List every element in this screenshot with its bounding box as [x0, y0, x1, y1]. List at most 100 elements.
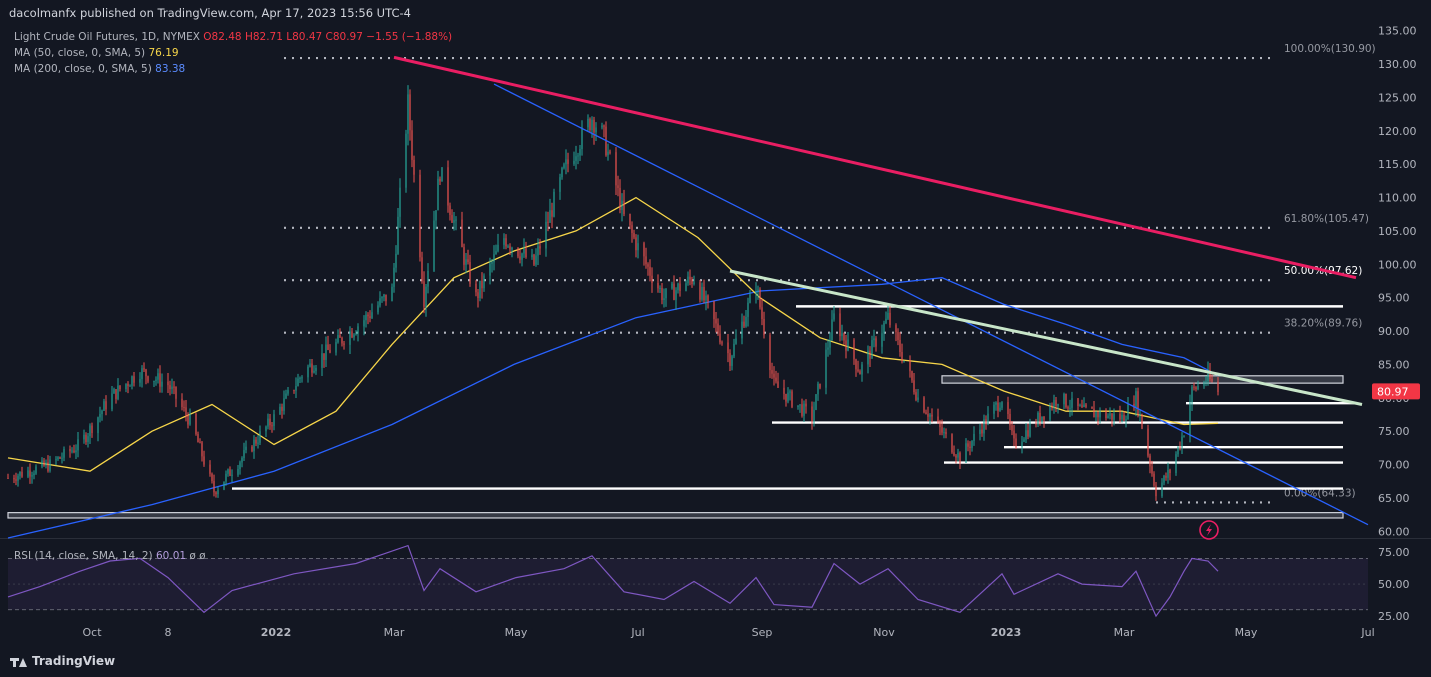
candle-body: [819, 383, 821, 388]
candle-body: [281, 406, 283, 411]
candle-body: [1207, 369, 1209, 382]
time-tick-label: Jul: [1360, 626, 1374, 639]
candle-body: [1141, 414, 1143, 429]
price-chart[interactable]: 60.0065.0070.0075.0080.0085.0090.0095.00…: [0, 0, 1431, 650]
candle-body: [747, 302, 749, 317]
ma50-line: [7, 196, 1219, 472]
candle-body: [615, 152, 617, 186]
candle-body: [1013, 430, 1015, 439]
candle-body: [405, 133, 407, 188]
last-price-label: 80.97: [1377, 385, 1409, 398]
candle-body: [815, 394, 817, 410]
candle-body: [799, 404, 801, 406]
candle-body: [483, 275, 485, 289]
ma200-legend[interactable]: MA (200, close, 0, SMA, 5) 83.38: [14, 63, 185, 75]
candle-body: [355, 333, 357, 335]
candle-body: [895, 325, 897, 333]
candle-body: [507, 246, 509, 248]
candle-body: [211, 473, 213, 481]
candle-body: [1023, 439, 1025, 442]
tradingview-brand: TradingView: [32, 654, 116, 668]
support-band: [7, 512, 1344, 519]
candle-body: [131, 376, 133, 386]
candle-body: [223, 481, 225, 490]
candle-body: [775, 377, 777, 382]
fib-level-label: 100.00%(130.90): [1284, 43, 1376, 55]
candle-body: [517, 247, 519, 257]
candle-body: [651, 275, 653, 284]
candle-body: [313, 370, 315, 373]
candle-body: [1051, 406, 1053, 409]
candle-body: [197, 434, 199, 443]
trendline-pink: [393, 55, 1357, 280]
candle-body: [379, 298, 381, 306]
candle-body: [1071, 398, 1073, 408]
candle-body: [1015, 438, 1017, 447]
ma200-value: 83.38: [155, 63, 186, 75]
candle-body: [687, 276, 689, 284]
candle-body: [565, 159, 567, 165]
candle-body: [873, 338, 875, 341]
candle-body: [83, 434, 85, 440]
candle-body: [153, 380, 155, 382]
candle-body: [427, 270, 429, 287]
candle-body: [1105, 411, 1107, 419]
candle-body: [75, 450, 77, 453]
price-tick-label: 65.00: [1378, 492, 1410, 505]
price-tick-label: 115.00: [1378, 158, 1417, 171]
candle-body: [33, 473, 35, 476]
candle-body: [931, 414, 933, 417]
candle-body: [1065, 393, 1067, 408]
candle-body: [1125, 419, 1127, 421]
candle-body: [1179, 446, 1181, 448]
candle-body: [663, 298, 665, 301]
candle-body: [367, 314, 369, 317]
candle-body: [381, 297, 383, 299]
candle-body: [839, 313, 841, 337]
candle-body: [1211, 379, 1213, 382]
candle-body: [521, 253, 523, 260]
candle-body: [241, 458, 243, 463]
trendline-blue: [493, 83, 1369, 526]
ma50-legend[interactable]: MA (50, close, 0, SMA, 5) 76.19: [14, 47, 179, 59]
candle-body: [743, 321, 745, 327]
candle-body: [511, 247, 513, 250]
candle-body: [637, 243, 639, 251]
fib-level-label: 0.00%(64.33): [1284, 487, 1356, 499]
candle-body: [195, 413, 197, 435]
lightning-icon: [1199, 520, 1219, 540]
candle-body: [1083, 404, 1085, 408]
candle-body: [7, 477, 9, 479]
candle-body: [295, 385, 297, 391]
publisher-text: dacolmanfx published on TradingView.com,…: [9, 6, 411, 20]
candle-body: [915, 392, 917, 400]
tradingview-logo[interactable]: TradingView: [10, 654, 115, 668]
candle-body: [1107, 415, 1109, 419]
price-tick-label: 130.00: [1378, 58, 1417, 71]
candle-body: [477, 292, 479, 299]
candle-body: [157, 373, 159, 380]
symbol-legend[interactable]: Light Crude Oil Futures, 1D, NYMEX O82.4…: [14, 31, 452, 43]
candle-body: [209, 464, 211, 474]
rsi-legend[interactable]: RSI (14, close, SMA, 14, 2) 60.01 ø ø: [14, 550, 206, 562]
candle-body: [433, 220, 435, 271]
candle-body: [15, 479, 17, 481]
candle-body: [13, 478, 15, 480]
candle-body: [91, 425, 93, 434]
candle-body: [255, 439, 257, 444]
candle-body: [939, 421, 941, 428]
candle-body: [311, 363, 313, 373]
candle-body: [983, 419, 985, 434]
candle-body: [889, 312, 891, 326]
candle-body: [227, 469, 229, 474]
candle-body: [677, 283, 679, 291]
candle-body: [253, 439, 255, 452]
candle-body: [679, 283, 681, 291]
price-tick-label: 75.00: [1378, 425, 1410, 438]
candle-body: [383, 294, 385, 298]
candle-body: [1053, 399, 1055, 409]
candle-body: [411, 130, 413, 160]
ohlc-high: H82.71: [244, 31, 283, 43]
candle-body: [217, 489, 219, 495]
candle-body: [299, 377, 301, 379]
